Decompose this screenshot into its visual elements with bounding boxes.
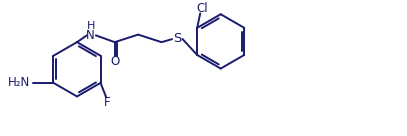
Text: F: F xyxy=(104,96,110,109)
Text: Cl: Cl xyxy=(196,2,208,15)
Text: N: N xyxy=(85,29,94,42)
Text: S: S xyxy=(173,32,182,45)
Text: O: O xyxy=(110,55,119,68)
Text: H: H xyxy=(87,21,96,31)
Text: H₂N: H₂N xyxy=(8,76,30,89)
